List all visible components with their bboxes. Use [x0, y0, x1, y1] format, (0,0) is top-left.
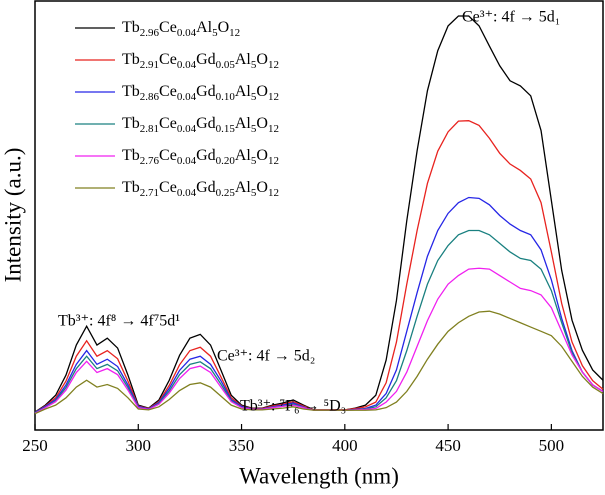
legend-subscript: 12	[268, 155, 279, 167]
legend-text: Al	[235, 83, 252, 100]
annotation: Ce³⁺: 4f → 5d₂	[217, 348, 315, 365]
x-tick-label: 350	[229, 436, 255, 455]
legend-text: Gd	[196, 147, 216, 164]
legend-label: Tb2.76Ce0.04Gd0.20Al5O12	[122, 147, 279, 167]
legend-subscript: 2.76	[140, 155, 160, 167]
x-tick-label: 400	[332, 436, 358, 455]
legend-text: O	[256, 179, 268, 196]
legend-subscript: 5	[251, 59, 257, 71]
legend-text: O	[256, 83, 268, 100]
x-axis-label: Wavelength (nm)	[239, 463, 399, 488]
legend-text: O	[256, 115, 268, 132]
annotation: Tb³⁺: ⁷F₆ → ⁵D₃	[240, 398, 346, 415]
legend-subscript: 12	[268, 59, 279, 71]
legend-subscript: 12	[268, 123, 279, 135]
legend-subscript: 0.04	[177, 59, 197, 71]
legend-text: Gd	[196, 51, 216, 68]
legend-subscript: 5	[251, 187, 257, 199]
legend-text: Al	[235, 51, 252, 68]
legend-subscript: 5	[212, 27, 218, 39]
x-tick-label: 450	[435, 436, 461, 455]
legend-subscript: 12	[268, 187, 279, 199]
legend-subscript: 0.20	[216, 155, 236, 167]
legend-subscript: 0.10	[216, 91, 236, 103]
plot-frame	[34, 0, 604, 431]
legend-text: O	[256, 147, 268, 164]
legend-text: Ce	[159, 115, 177, 132]
spectrum-line	[34, 120, 604, 413]
legend-text: Gd	[196, 179, 216, 196]
legend-subscript: 0.15	[216, 123, 236, 135]
x-tick-label: 500	[539, 436, 565, 455]
legend-label: Tb2.86Ce0.04Gd0.10Al5O12	[122, 83, 279, 103]
legend-label: Tb2.96Ce0.04Al5O12	[122, 19, 240, 39]
spectrum-line	[34, 196, 604, 413]
legend-text: Tb	[122, 115, 140, 132]
legend-label: Tb2.81Ce0.04Gd0.15Al5O12	[122, 115, 279, 135]
legend-text: Tb	[122, 179, 140, 196]
legend-label: Tb2.71Ce0.04Gd0.25Al5O12	[122, 179, 279, 199]
legend-subscript: 5	[251, 123, 257, 135]
legend-subscript: 2.86	[140, 91, 160, 103]
legend-subscript: 0.04	[177, 27, 197, 39]
legend-subscript: 2.96	[140, 27, 160, 39]
legend-subscript: 0.25	[216, 187, 236, 199]
legend-text: O	[218, 19, 230, 36]
legend-text: Ce	[159, 19, 177, 36]
legend-text: O	[256, 51, 268, 68]
legend-subscript: 2.81	[140, 123, 159, 135]
legend-text: Tb	[122, 51, 140, 68]
x-tick-label: 250	[22, 436, 48, 455]
x-tick-label: 300	[126, 436, 152, 455]
legend-text: Ce	[159, 179, 177, 196]
legend-label: Tb2.91Ce0.04Gd0.05Al5O12	[122, 51, 279, 71]
legend-subscript: 2.91	[140, 59, 159, 71]
spectrum-line	[34, 15, 604, 413]
legend-text: Gd	[196, 115, 216, 132]
legend-subscript: 0.04	[177, 91, 197, 103]
legend-subscript: 2.71	[140, 187, 159, 199]
legend-subscript: 5	[251, 155, 257, 167]
legend-text: Gd	[196, 83, 216, 100]
annotation: Tb³⁺: 4f⁸ → 4f⁷5d¹	[58, 313, 180, 330]
legend-text: Ce	[159, 51, 177, 68]
legend-subscript: 0.04	[177, 123, 197, 135]
spectrum-line	[34, 310, 604, 415]
legend-text: Tb	[122, 83, 140, 100]
legend-text: Ce	[159, 83, 177, 100]
legend-subscript: 0.05	[216, 59, 236, 71]
legend-text: Al	[235, 179, 252, 196]
legend-text: Al	[235, 147, 252, 164]
legend-subscript: 12	[268, 91, 279, 103]
legend-subscript: 0.04	[177, 155, 197, 167]
legend-text: Tb	[122, 147, 140, 164]
annotation: Ce³⁺: 4f → 5d₁	[462, 9, 560, 26]
legend-subscript: 5	[251, 91, 257, 103]
legend-subscript: 12	[229, 27, 240, 39]
legend-subscript: 0.04	[177, 187, 197, 199]
legend-text: Al	[235, 115, 252, 132]
legend-text: Ce	[159, 147, 177, 164]
legend-text: Tb	[122, 19, 140, 36]
legend-text: Al	[196, 19, 213, 36]
y-axis-label: Intensity (a.u.)	[0, 148, 25, 283]
